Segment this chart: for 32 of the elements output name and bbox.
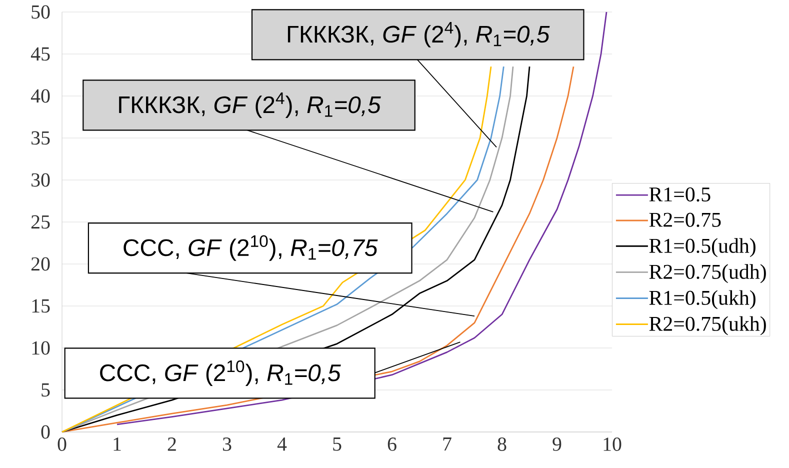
y-tick-label: 30 <box>32 173 50 187</box>
x-tick-label: 6 <box>388 438 396 451</box>
x-tick-label: 7 <box>443 438 452 451</box>
x-tick-label: 9 <box>552 438 562 451</box>
annotation: ГКККЗК, GF (2$^{4}$), R$_{1}$=0,5 <box>119 92 381 118</box>
y-tick-label: 45 <box>30 47 50 61</box>
x-tick-label: 4 <box>277 438 287 451</box>
y-tick-label: 25 <box>31 215 50 229</box>
y-tick-label: 50 <box>32 5 50 19</box>
x-tick-label: 1 <box>114 438 121 451</box>
x-tick-label: 0 <box>58 438 66 451</box>
x-tick-label: 8 <box>498 438 506 451</box>
x-tick-label: 10 <box>604 438 622 451</box>
x-tick-label: 5 <box>333 438 342 451</box>
annotation: CCC, GF (2$^{10}$), R$_{1}$=0,75 <box>124 235 378 261</box>
x-tick-label: 3 <box>222 438 232 451</box>
annotation: ГКККЗК, GF (2$^{4}$), R$_{1}$=0,5 <box>288 22 550 48</box>
y-tick-label: 40 <box>30 89 50 103</box>
y-tick-label: 10 <box>32 341 50 355</box>
legend-label: R1=0.5(ukh) <box>649 290 756 310</box>
legend-label: R1=0.5(udh) <box>649 238 756 258</box>
legend-label: R1=0.5 <box>649 187 710 202</box>
legend-label: R2=0.75(ukh) <box>649 316 766 336</box>
x-tick-label: 2 <box>168 438 176 451</box>
y-tick-label: 5 <box>42 383 50 397</box>
y-tick-label: 35 <box>32 131 50 145</box>
y-tick-label: 0 <box>41 425 50 439</box>
annotation: CCC, GF (2$^{10}$), R$_{1}$=0,5 <box>100 360 341 386</box>
y-tick-label: 20 <box>31 257 50 271</box>
legend-label: R2=0.75 <box>649 212 721 227</box>
legend-label: R2=0.75(udh) <box>649 264 766 284</box>
y-tick-label: 15 <box>32 299 50 313</box>
